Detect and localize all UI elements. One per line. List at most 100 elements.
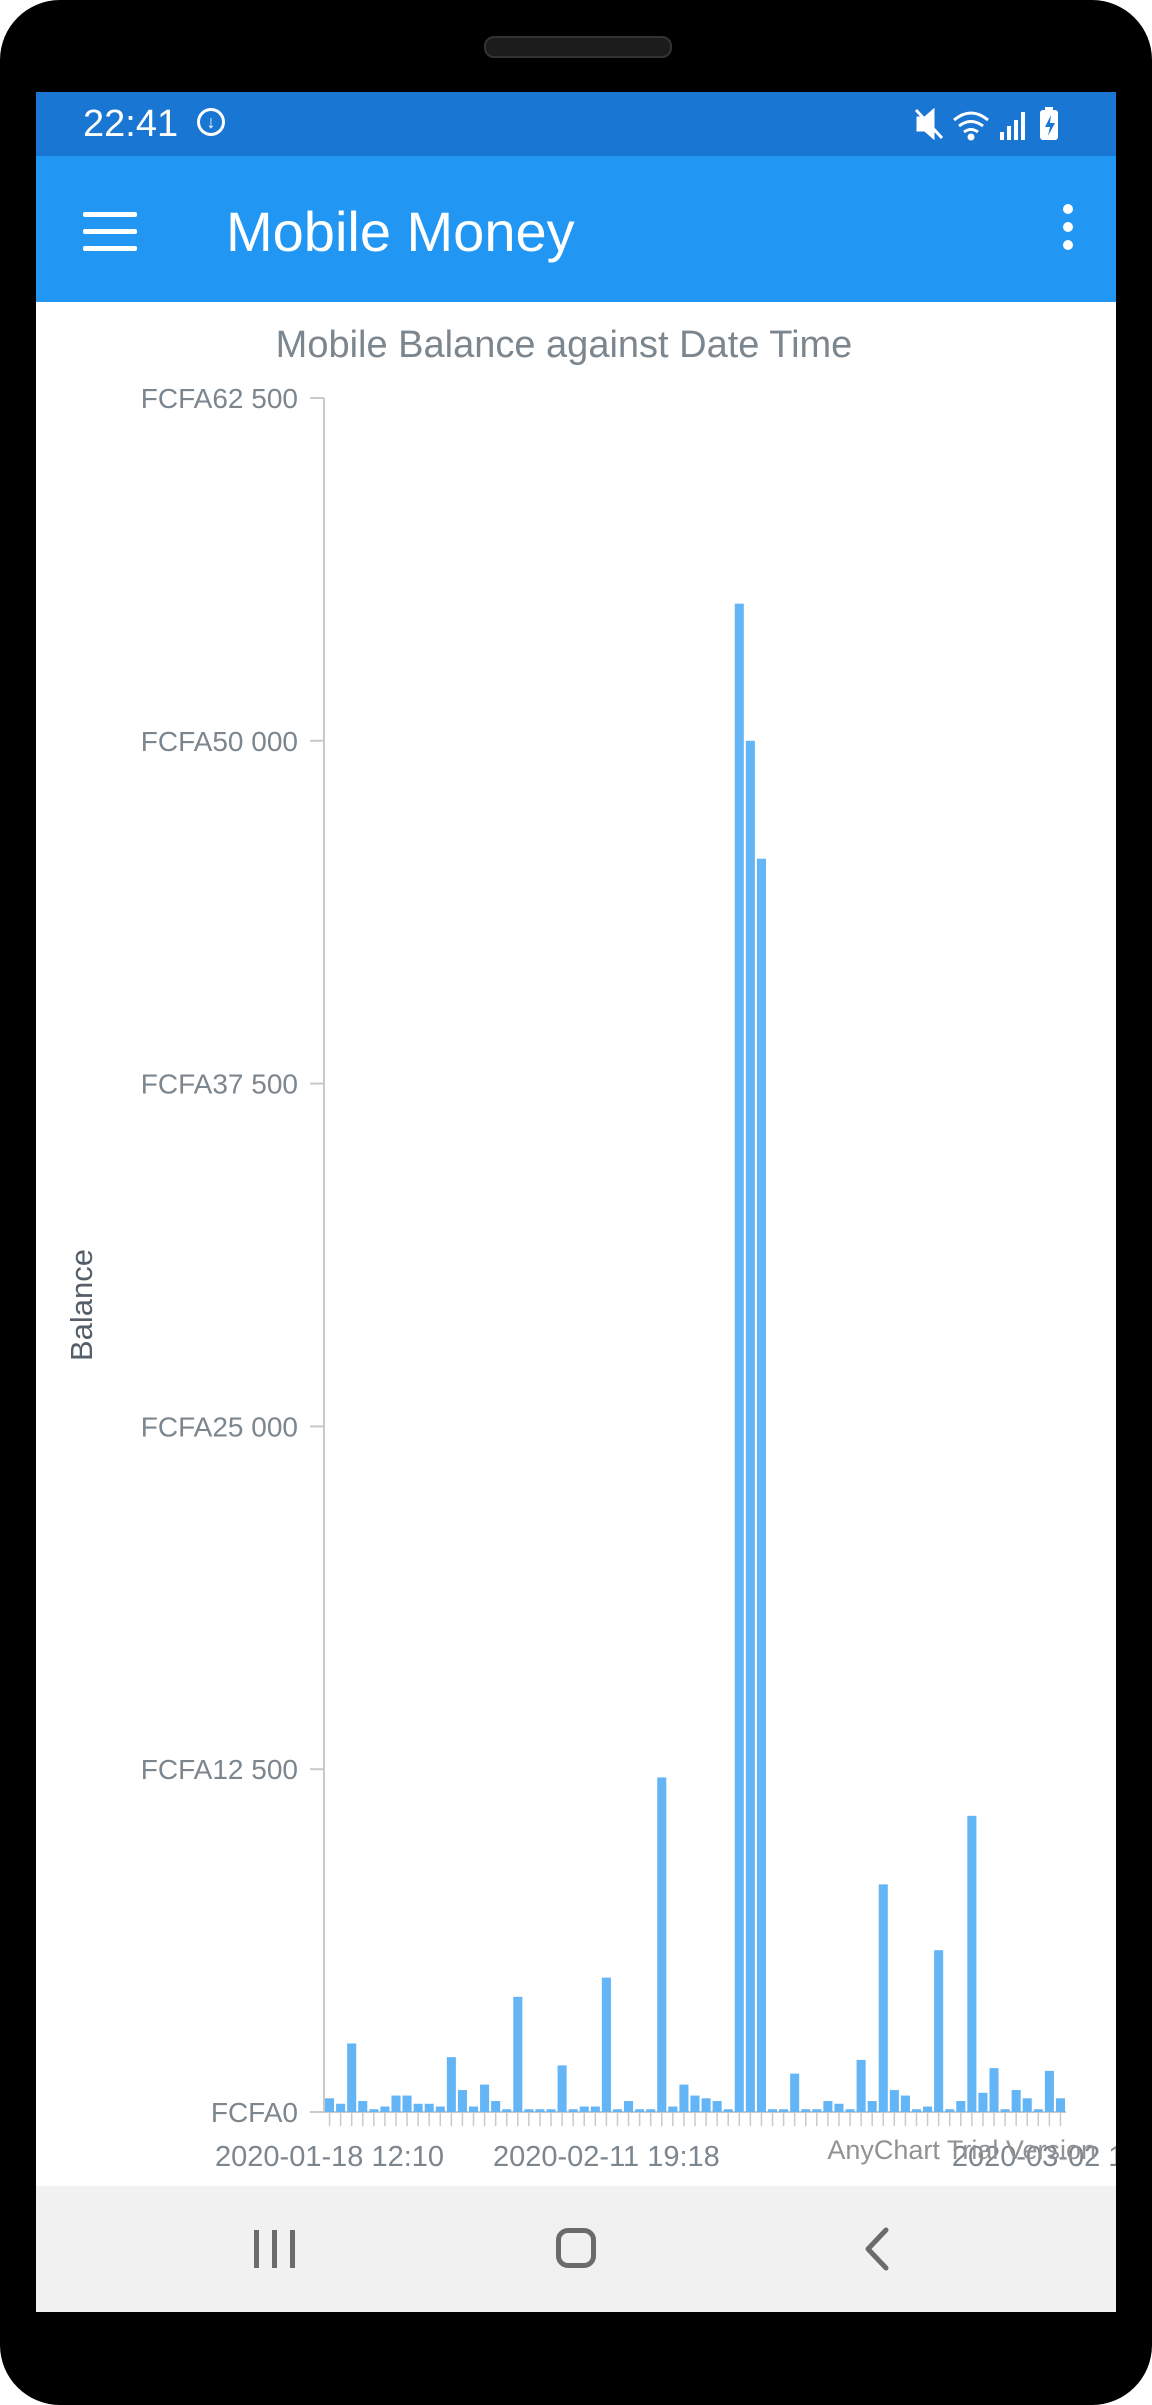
bar — [579, 2106, 589, 2112]
x-tick-label: 2020-03-02 1 — [952, 2141, 1116, 2173]
status-bar: 22:41 ↓ — [36, 92, 1116, 156]
bar — [923, 2106, 933, 2112]
back-button[interactable] — [862, 2226, 892, 2272]
app-title: Mobile Money — [226, 200, 575, 263]
y-axis-title: Balance — [64, 1249, 99, 1361]
bar — [480, 2084, 490, 2112]
y-tick-label: FCFA12 500 — [141, 1754, 298, 1785]
bar — [502, 2109, 512, 2112]
status-time: 22:41 — [83, 103, 179, 145]
download-icon: ↓ — [197, 108, 225, 136]
bar — [435, 2106, 445, 2112]
bar — [978, 2092, 988, 2112]
y-tick-label: FCFA0 — [211, 2097, 298, 2128]
bar — [457, 2090, 467, 2112]
bar — [712, 2101, 722, 2112]
chart-container: Mobile Balance against Date Time FCFA0 FC… — [36, 302, 1116, 2180]
bar — [657, 1777, 667, 2112]
bar — [1022, 2098, 1032, 2112]
bar — [900, 2095, 910, 2112]
signal-icon — [1000, 112, 1025, 140]
bar — [635, 2109, 645, 2112]
bar — [701, 2098, 711, 2112]
bar — [690, 2095, 700, 2112]
bar — [491, 2101, 501, 2112]
bar-chart: FCFA0 FCFA12 500 FCFA25 000 FCFA37 500 FCFA5… — [64, 383, 1116, 2173]
bar — [867, 2101, 877, 2112]
bar — [856, 2059, 866, 2112]
bar — [646, 2109, 656, 2112]
bar — [424, 2103, 434, 2112]
bar — [989, 2068, 999, 2112]
bar — [1055, 2098, 1065, 2112]
y-tick-label: FCFA37 500 — [141, 1069, 298, 1100]
recent-apps-button[interactable] — [254, 2230, 296, 2268]
bar — [723, 2109, 733, 2112]
mute-icon — [914, 107, 944, 141]
bar — [546, 2109, 556, 2112]
bar — [834, 2103, 844, 2112]
menu-icon[interactable] — [83, 212, 137, 251]
bar — [624, 2101, 634, 2112]
bar — [402, 2095, 412, 2112]
bar — [801, 2109, 811, 2112]
home-button[interactable] — [556, 2228, 596, 2268]
navigation-bar — [36, 2186, 1116, 2312]
bar — [956, 2101, 966, 2112]
bar — [524, 2109, 534, 2112]
bar — [812, 2109, 822, 2112]
bar — [557, 2065, 567, 2112]
bar — [779, 2109, 789, 2112]
screen: 22:41 ↓ — [36, 92, 1116, 2312]
bar — [767, 2109, 778, 2112]
bar — [568, 2109, 578, 2112]
bar — [369, 2109, 379, 2112]
bar — [845, 2109, 855, 2112]
bar — [668, 2106, 678, 2112]
more-options-icon[interactable] — [1060, 204, 1076, 254]
app-bar: Mobile Money — [36, 156, 1116, 302]
bar — [347, 2043, 357, 2112]
bar — [380, 2106, 390, 2112]
bar — [679, 2084, 689, 2112]
bar — [823, 2101, 833, 2112]
y-tick-label: FCFA62 500 — [141, 383, 298, 414]
bar — [325, 2098, 335, 2112]
bar — [513, 1996, 523, 2112]
bar — [745, 740, 755, 2112]
bar — [911, 2109, 922, 2112]
bar — [934, 1950, 944, 2112]
bar — [1044, 2070, 1054, 2112]
bar — [413, 2103, 423, 2112]
bar — [945, 2109, 955, 2112]
bar — [446, 2057, 456, 2112]
x-tick-label: 2020-01-18 12:10 — [215, 2141, 444, 2173]
bar — [889, 2090, 899, 2112]
bar — [336, 2103, 346, 2112]
bar — [468, 2106, 479, 2112]
bar — [535, 2109, 545, 2112]
bar — [790, 2073, 800, 2112]
bar — [756, 858, 766, 2112]
bar — [391, 2095, 401, 2112]
bar — [358, 2101, 368, 2112]
battery-icon — [1040, 107, 1058, 140]
wifi-icon — [953, 111, 989, 141]
bar — [878, 1884, 888, 2112]
chart-credits: AnyChart Trial Version — [827, 2135, 1096, 2165]
bar — [967, 1815, 977, 2112]
bar — [1033, 2109, 1043, 2112]
bar — [590, 2106, 600, 2112]
status-icons — [914, 107, 1058, 141]
y-tick-label: FCFA50 000 — [141, 726, 298, 757]
chart-title: Mobile Balance against Date Time — [275, 324, 853, 366]
bar — [601, 1977, 611, 2112]
bar — [734, 603, 744, 2113]
x-tick-label: 2020-02-11 19:18 — [493, 2141, 720, 2173]
bar — [612, 2109, 623, 2112]
bar — [1011, 2090, 1021, 2112]
bar — [1000, 2109, 1010, 2112]
y-tick-label: FCFA25 000 — [141, 1411, 298, 1442]
speaker-grille — [484, 36, 672, 58]
